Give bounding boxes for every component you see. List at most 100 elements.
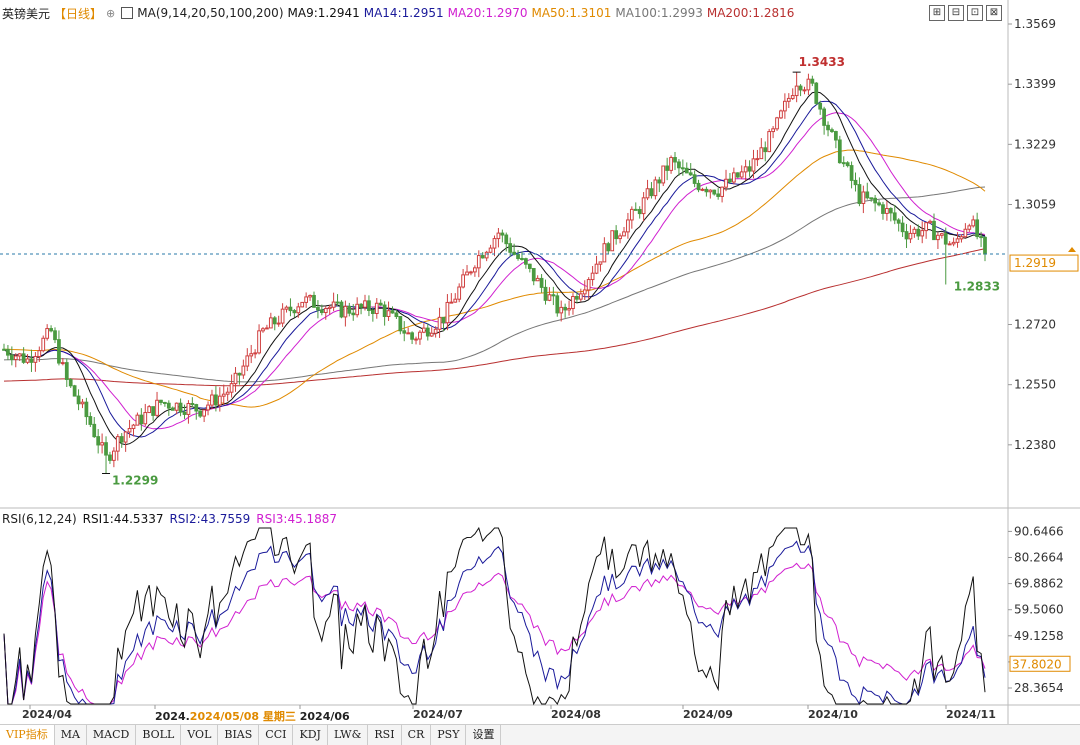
candle-body [520,257,524,260]
candle-body [233,372,238,385]
zoom-in-icon[interactable]: ⊞ [929,5,945,21]
candle-body [751,158,756,172]
candle-body [155,399,159,416]
x-label-aug: 2024/08 [551,708,601,721]
candle-body [343,305,348,318]
candle-body [284,306,289,310]
close-icon[interactable]: ⊠ [986,5,1002,21]
candle-body [237,372,242,376]
tab-rsi[interactable]: RSI [368,725,402,745]
candle-body [680,167,685,170]
candle-body [814,82,819,104]
candle-body [347,305,352,314]
candle-body [551,294,556,297]
candle-body [96,436,101,446]
tab-cci[interactable]: CCI [259,725,294,745]
candle-body [425,327,430,337]
price-tick-label: 1.2380 [1014,438,1056,452]
candle-body [119,436,124,443]
tab-lw[interactable]: LW& [328,725,369,745]
tab-cr[interactable]: CR [402,725,432,745]
candle-body [123,431,128,443]
candle-body [406,332,411,335]
candle-body [759,147,764,160]
candle-body [261,328,265,332]
candle-body [469,271,473,274]
candle-body [849,165,854,181]
rsi2-line [3,540,986,706]
candle-body [908,232,913,240]
tab-boll[interactable]: BOLL [136,725,182,745]
candle-body [465,271,469,276]
symbol-name[interactable]: 英镑美元 [2,6,51,21]
candle-body [590,272,595,281]
zoom-out-icon[interactable]: ⊟ [948,5,964,21]
ma50-label: MA50:1.3101 [531,6,612,20]
candle-body [677,161,681,169]
candle-body [367,300,371,311]
x-label-sep: 2024/09 [683,708,733,721]
tab-ma[interactable]: MA [55,725,87,745]
candle-body [531,267,536,282]
candle-body [25,358,30,363]
candle-body [559,306,564,314]
period-label[interactable]: 【日线】 [54,6,103,21]
candle-body [939,233,944,236]
candle-body [272,317,277,325]
candle-body [480,255,485,259]
candle-body [712,189,717,195]
candle-body [794,85,799,97]
candle-body [892,212,897,221]
rsi-tick-label: 90.6466 [1014,524,1064,538]
tab-settings[interactable]: 设置 [466,725,502,745]
candle-body [492,238,497,249]
candle-body [936,234,940,241]
candle-body [280,308,285,324]
candle-body [115,436,120,452]
chart-canvas[interactable]: 1.3569 1.3399 1.3229 1.3059 1.2720 1.2550 1.23… [0,0,1080,724]
candle-body [210,394,214,406]
candle-body [916,228,921,237]
tab-vip[interactable]: VIP指标 [0,725,55,745]
crosshair-date: 2024/05/08 [189,710,260,723]
tab-kdj[interactable]: KDJ [293,725,328,745]
candle-body [928,220,932,224]
rsi-tick-label: 28.3654 [1014,681,1064,695]
candle-body [645,188,650,199]
tab-psy[interactable]: PSY [431,725,467,745]
candle-body [308,294,312,298]
candle-body [704,188,709,193]
candle-body [312,294,316,308]
add-icon[interactable]: ⊕ [106,6,116,20]
candle-body [786,97,791,102]
candle-body [159,399,163,403]
candle-body [618,235,622,240]
candle-body [84,401,89,418]
x-label-apr: 2024/04 [22,708,72,721]
candle-body [92,423,97,438]
candle-body [641,197,646,215]
ma-toggle-icon[interactable] [121,7,134,19]
candle-body [983,236,987,255]
candle-body [755,158,760,161]
candle-body [355,303,360,316]
current-price-label: 1.2919 [1014,256,1056,270]
candle-body [669,157,673,171]
candle-body [602,243,607,263]
candle-body [539,277,544,288]
tab-vol[interactable]: VOL [181,725,219,745]
candle-body [202,409,206,417]
candle-body [276,322,281,325]
candle-body [904,231,909,240]
candle-body [206,404,210,411]
fit-icon[interactable]: ⊡ [967,5,983,21]
candle-body [418,331,422,340]
tab-bias[interactable]: BIAS [218,725,260,745]
candle-body [877,202,881,206]
tab-macd[interactable]: MACD [87,725,137,745]
candle-body [735,172,740,178]
candle-body [60,362,65,365]
candle-body [214,394,218,406]
candle-body [747,166,752,172]
candle-body [9,354,14,361]
